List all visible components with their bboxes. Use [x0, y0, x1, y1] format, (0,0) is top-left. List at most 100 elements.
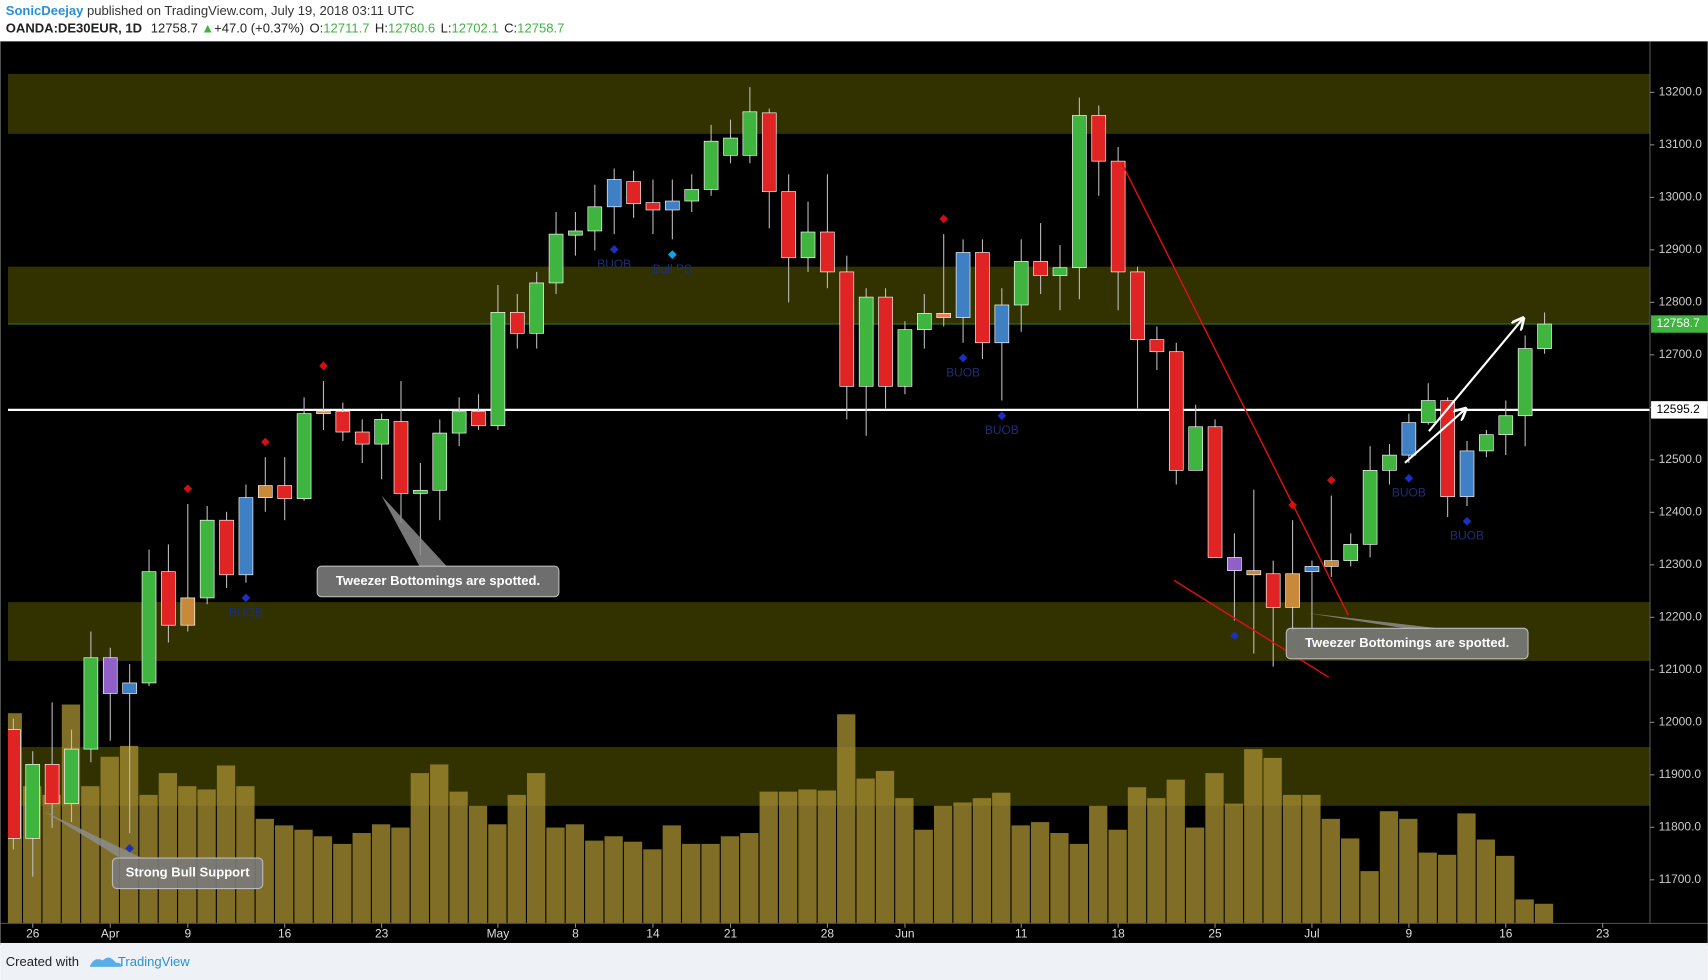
- volume-bar: [1263, 757, 1282, 924]
- x-tick-label: Jul: [1304, 926, 1319, 940]
- volume-bar: [1030, 822, 1050, 924]
- h-label: H:: [375, 21, 388, 36]
- candle-body: [122, 682, 137, 694]
- volume-bar: [1244, 749, 1263, 924]
- callout-text: Tweezer Bottomings are spotted.: [336, 573, 540, 588]
- candle-body: [839, 271, 855, 387]
- candle-body: [199, 519, 215, 599]
- candle-body: [1401, 422, 1417, 456]
- footer-brand[interactable]: TradingView: [118, 954, 190, 969]
- c-label: C:: [504, 21, 517, 36]
- signal-label: BUOB: [1392, 486, 1426, 500]
- volume-bar: [1341, 838, 1360, 924]
- y-tick-label: 12700.0: [1659, 347, 1703, 361]
- y-tick-label: 13100.0: [1659, 137, 1703, 151]
- y-tick-label: 12400.0: [1659, 504, 1703, 518]
- candle-body: [7, 729, 21, 839]
- volume-bar: [1437, 854, 1457, 924]
- callout-text: Strong Bull Support: [126, 865, 251, 880]
- volume-bar: [662, 825, 681, 924]
- candle-body: [529, 282, 544, 334]
- candle-body: [1033, 261, 1048, 276]
- candle-body: [936, 313, 952, 318]
- volume-bar: [1127, 787, 1147, 924]
- volume-bar: [1224, 803, 1244, 924]
- candle-body: [335, 411, 351, 433]
- volume-bar: [1379, 811, 1399, 924]
- candle-body: [548, 233, 564, 284]
- trend-line: [1173, 579, 1330, 678]
- y-tick-label: 12000.0: [1659, 714, 1703, 728]
- volume-bar: [798, 789, 817, 924]
- signal-label: BUOB: [946, 365, 980, 379]
- candle-body: [781, 191, 796, 259]
- candle-body: [684, 189, 700, 202]
- volume-bar: [1418, 852, 1437, 924]
- plot: BUOB BUOB Bull PS BUOB BUOB BUOB BUOB Tweezer B…: [7, 74, 1650, 924]
- volume-bar: [1321, 818, 1340, 924]
- candle-body: [1420, 400, 1436, 423]
- header-line: SonicDeejay published on TradingView.com…: [6, 3, 415, 18]
- signal-label: Bull PS: [653, 262, 692, 276]
- candle-body: [374, 419, 389, 445]
- volume-bar: [1457, 813, 1476, 924]
- candle-body: [723, 137, 738, 156]
- x-tick-label: 16: [278, 926, 292, 940]
- candle-body: [742, 111, 758, 156]
- x-tick-label: 21: [724, 926, 738, 940]
- footer-created: Created with: [6, 954, 79, 969]
- arrow: [1428, 319, 1523, 432]
- y-tick-label: 11900.0: [1659, 767, 1702, 781]
- candle-body: [1227, 557, 1242, 571]
- y-tick-label: 12800.0: [1659, 295, 1703, 309]
- volume-bar: [546, 827, 565, 924]
- volume-bar: [740, 833, 759, 924]
- volume-bar: [1282, 794, 1302, 924]
- bear-signal: [1326, 475, 1336, 485]
- volume-bar: [778, 791, 798, 924]
- volume-bar: [720, 836, 740, 924]
- x-tick-label: 9: [184, 926, 191, 940]
- candle-body: [1168, 351, 1184, 471]
- logo: [89, 957, 122, 967]
- x-tick-label: 16: [1499, 926, 1513, 940]
- volume-bar: [410, 773, 429, 924]
- bear-signal: [183, 484, 193, 494]
- y-tick-label: 12200.0: [1659, 609, 1703, 623]
- candle-body: [975, 252, 990, 344]
- volume-bar: [759, 791, 778, 924]
- hline-tag: [1651, 401, 1708, 419]
- volume-bar: [197, 789, 216, 924]
- bull-signal: [241, 593, 251, 603]
- candle-body: [1072, 115, 1087, 269]
- y-tick-label: 12100.0: [1659, 662, 1703, 676]
- volume-bar: [1496, 855, 1515, 924]
- candle-body: [1498, 415, 1514, 435]
- x-tick-label: May: [487, 926, 510, 940]
- candle-body: [25, 763, 41, 839]
- volume-bar: [449, 791, 468, 924]
- candle-body: [413, 489, 428, 494]
- y-tick-label: 12900.0: [1659, 242, 1703, 256]
- y-tick-label: 11800.0: [1659, 819, 1702, 833]
- signal-label: BUOB: [597, 257, 631, 271]
- candle-body: [451, 411, 467, 434]
- candle-body: [393, 421, 409, 494]
- candle-body: [1537, 323, 1552, 350]
- author[interactable]: SonicDeejay: [6, 3, 84, 18]
- y-tick-label: 13200.0: [1659, 85, 1703, 99]
- callout-box: [111, 857, 264, 890]
- candle-body: [917, 313, 932, 330]
- volume-bar: [313, 836, 333, 924]
- candle-body: [509, 312, 525, 334]
- candle-body: [258, 485, 273, 498]
- signal-label: BUOB: [229, 605, 263, 619]
- o: 12711.7: [323, 21, 369, 36]
- x-tick-label: 11: [1015, 926, 1028, 940]
- volume-bar: [391, 827, 410, 924]
- x-tick-label: 25: [1208, 926, 1222, 940]
- bull-signal: [609, 245, 619, 254]
- candle-body: [1362, 470, 1378, 545]
- candle-body: [354, 431, 370, 445]
- callout-text: Tweezer Bottomings are spotted.: [1305, 635, 1509, 650]
